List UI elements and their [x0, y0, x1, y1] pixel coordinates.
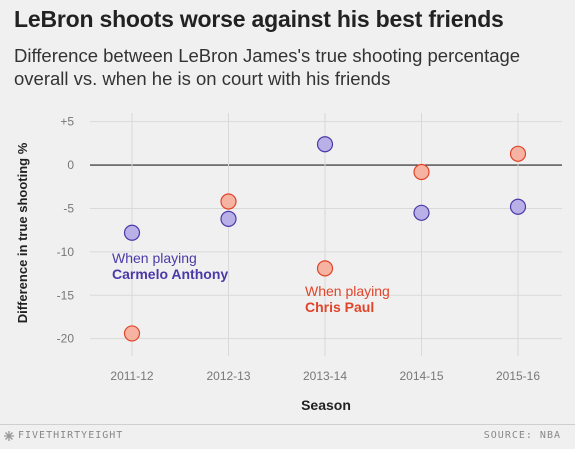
y-axis-label: Difference in true shooting % [15, 142, 30, 323]
chart-subtitle: Difference between LeBron James's true s… [14, 45, 521, 89]
x-tick-label: 2014-15 [399, 369, 443, 383]
scatter-chart: +5 0 -5 -10 -15 -20 2011-12 2012-13 2013-14 2014… [15, 113, 562, 413]
annotation-chrispaul-name: Chris Paul [305, 299, 374, 315]
footer: FIVETHIRTYEIGHT SOURCE: NBA [0, 424, 575, 449]
annotation-chrispaul-lead: When playing [305, 283, 390, 299]
x-tick-labels: 2011-12 2012-13 2013-14 2014-15 2015-16 [110, 369, 540, 383]
y-tick-labels: +5 0 -5 -10 -15 -20 [57, 115, 75, 346]
point-chris-paul [123, 325, 141, 342]
source-note: SOURCE: NBA [483, 430, 561, 441]
chart-title: LeBron shoots worse against his best fri… [14, 6, 504, 32]
y-tick-label: -10 [57, 245, 75, 259]
point-chris-paul [509, 145, 527, 162]
y-tick-label: 0 [67, 158, 74, 172]
x-tick-label: 2011-12 [110, 369, 153, 383]
brand-name: FIVETHIRTYEIGHT [18, 430, 124, 441]
point-chris-paul [413, 163, 430, 181]
data-points [123, 136, 527, 342]
point-chris-paul [316, 260, 334, 277]
point-carmelo-anthony [509, 198, 527, 215]
y-tick-label: -15 [57, 288, 75, 302]
annotation-carmelo-lead: When playing [112, 250, 197, 266]
x-axis-label: Season [301, 397, 351, 413]
x-tick-label: 2015-16 [496, 369, 540, 383]
point-carmelo-anthony [413, 204, 430, 221]
point-carmelo-anthony [220, 210, 237, 227]
point-carmelo-anthony [123, 224, 141, 241]
point-carmelo-anthony [316, 136, 334, 153]
y-tick-label: +5 [60, 115, 74, 129]
y-tick-label: -5 [63, 201, 74, 215]
point-chris-paul [220, 193, 237, 210]
fivethirtyeight-logo-icon [4, 431, 14, 441]
y-tick-label: -20 [57, 332, 75, 346]
x-tick-label: 2013-14 [303, 369, 347, 383]
annotation-carmelo-name: Carmelo Anthony [112, 266, 228, 282]
x-tick-label: 2012-13 [206, 369, 250, 383]
